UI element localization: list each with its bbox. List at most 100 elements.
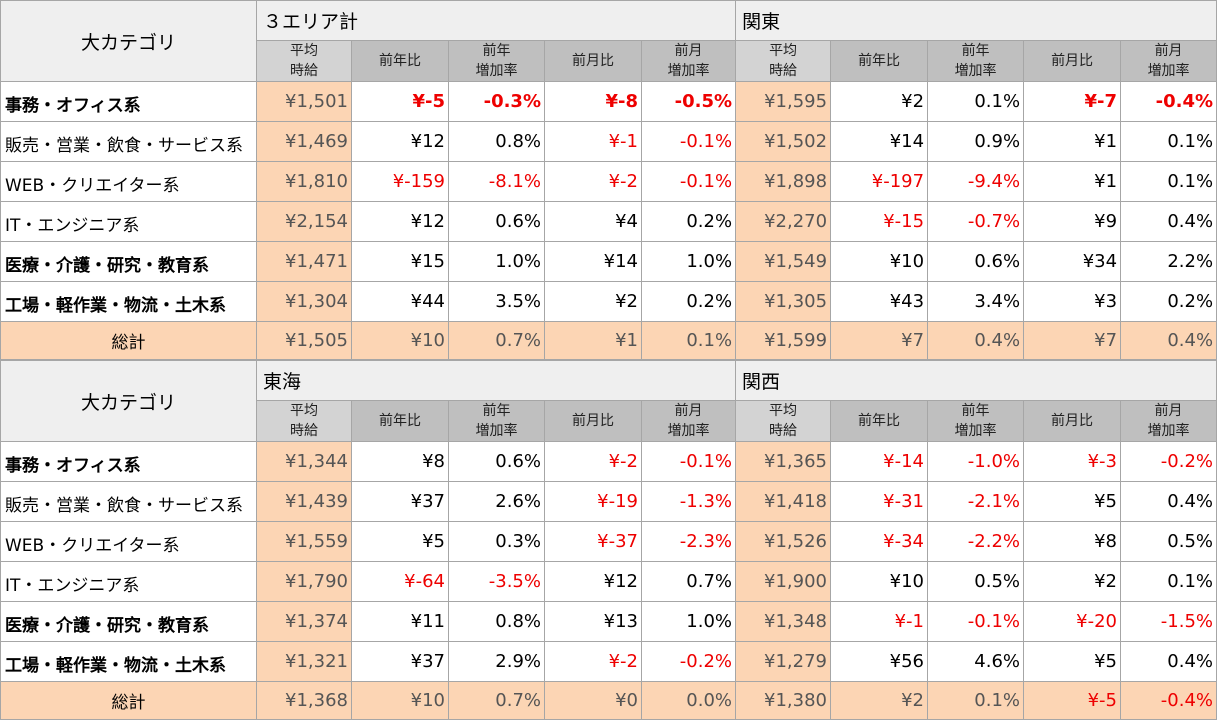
avg-wage-cell: ¥1,502	[735, 121, 832, 162]
value-cell: 0.8%	[448, 121, 545, 162]
avg-wage-cell: ¥1,526	[735, 521, 832, 562]
value-cell: 0.1%	[1120, 561, 1218, 602]
value-cell: ¥1	[1023, 121, 1122, 162]
total-value-cell: 0.1%	[927, 681, 1025, 720]
yoy-rate-header: 前年 増加率	[448, 40, 545, 82]
category-cell: 事務・オフィス系	[0, 441, 257, 482]
avg-wage-cell: ¥1,439	[256, 481, 352, 522]
yoy-rate-header-line: 前年	[961, 43, 990, 59]
value-cell: ¥-19	[544, 481, 642, 522]
value-cell: -2.1%	[927, 481, 1025, 522]
value-cell: 0.6%	[448, 201, 545, 242]
value-cell: 0.2%	[1120, 281, 1218, 322]
table-row: 販売・営業・飲食・サービス系 ¥1,469 ¥12 0.8% ¥-1 -0.1% ¥1,50…	[0, 121, 1218, 162]
value-cell: 4.6%	[927, 641, 1025, 682]
value-cell: ¥43	[830, 281, 929, 322]
value-cell: ¥13	[544, 601, 642, 642]
region-header: 東海	[255, 360, 737, 401]
mom-rate-header: 前月 増加率	[1120, 40, 1218, 82]
category-cell: 工場・軽作業・物流・土木系	[0, 281, 257, 322]
value-cell: ¥3	[1023, 281, 1122, 322]
value-cell: 0.4%	[1120, 481, 1218, 522]
value-cell: 0.9%	[927, 121, 1025, 162]
avg-wage-cell: ¥2,270	[735, 201, 832, 242]
total-value-cell: ¥1,599	[735, 321, 832, 360]
value-cell: 1.0%	[448, 241, 545, 282]
value-cell: 1.0%	[640, 241, 737, 282]
table-row: IT・エンジニア系 ¥1,790 ¥-64 -3.5% ¥12 0.7% ¥1,900 ¥10…	[0, 561, 1218, 602]
category-cell: 事務・オフィス系	[0, 81, 257, 122]
total-value-cell: 0.4%	[927, 321, 1025, 360]
mom-header: 前月比	[1023, 40, 1122, 82]
value-cell: 0.5%	[927, 561, 1025, 602]
value-cell: -8.1%	[448, 161, 545, 202]
avg-wage-header-line: 時給	[769, 63, 798, 79]
avg-wage-cell: ¥1,810	[256, 161, 352, 202]
value-cell: 0.7%	[640, 561, 737, 602]
yoy-rate-header-line: 増加率	[475, 423, 518, 439]
value-cell: ¥37	[351, 481, 449, 522]
table-row: WEB・クリエイター系 ¥1,559 ¥5 0.3% ¥-37 -2.3% ¥1,526 ¥-…	[0, 521, 1218, 562]
value-cell: ¥1	[1023, 161, 1122, 202]
value-cell: ¥-20	[1023, 601, 1122, 642]
value-cell: ¥-5	[351, 81, 449, 122]
value-cell: -0.1%	[640, 121, 737, 162]
yoy-header: 前年比	[351, 40, 449, 82]
value-cell: ¥-37	[544, 521, 642, 562]
value-cell: 0.4%	[1120, 201, 1218, 242]
yoy-rate-header-line: 前年	[482, 43, 511, 59]
value-cell: ¥11	[351, 601, 449, 642]
total-value-cell: ¥2	[830, 681, 929, 720]
table-row: 工場・軽作業・物流・土木系 ¥1,321 ¥37 2.9% ¥-2 -0.2% ¥1,279…	[0, 641, 1218, 682]
region-table: 大カテゴリ ３エリア計 関東 平均 時給 前年比 前年 増加率 前月比 前月 増加率 平均 時給 前年比前…	[0, 0, 1218, 360]
value-cell: ¥44	[351, 281, 449, 322]
avg-wage-header: 平均 時給	[256, 400, 352, 442]
avg-wage-cell: ¥1,305	[735, 281, 832, 322]
value-cell: ¥-15	[830, 201, 929, 242]
avg-wage-cell: ¥1,348	[735, 601, 832, 642]
value-cell: -1.5%	[1120, 601, 1218, 642]
value-cell: -9.4%	[927, 161, 1025, 202]
value-cell: 0.1%	[1120, 121, 1218, 162]
value-cell: ¥-31	[830, 481, 929, 522]
value-cell: ¥-197	[830, 161, 929, 202]
avg-wage-header: 平均 時給	[735, 400, 832, 442]
value-cell: ¥-2	[544, 441, 642, 482]
value-cell: ¥8	[351, 441, 449, 482]
region-header: 関西	[735, 360, 1218, 401]
avg-wage-cell: ¥1,304	[256, 281, 352, 322]
value-cell: ¥-64	[351, 561, 449, 602]
value-cell: 3.5%	[448, 281, 545, 322]
value-cell: ¥-8	[544, 81, 642, 122]
table-row: 医療・介護・研究・教育系 ¥1,471 ¥15 1.0% ¥14 1.0% ¥1,549 ¥1…	[0, 241, 1218, 282]
value-cell: ¥2	[544, 281, 642, 322]
value-cell: ¥-7	[1023, 81, 1122, 122]
table-row: 工場・軽作業・物流・土木系 ¥1,304 ¥44 3.5% ¥2 0.2% ¥1,305 ¥4…	[0, 281, 1218, 322]
category-cell: IT・エンジニア系	[0, 201, 257, 242]
value-cell: 0.6%	[927, 241, 1025, 282]
value-cell: ¥5	[351, 521, 449, 562]
avg-wage-header-line: 時給	[290, 423, 318, 439]
value-cell: ¥14	[830, 121, 929, 162]
avg-wage-cell: ¥1,344	[256, 441, 352, 482]
mom-rate-header-line: 増加率	[1147, 63, 1190, 79]
value-cell: ¥15	[351, 241, 449, 282]
avg-wage-cell: ¥1,501	[256, 81, 352, 122]
category-cell: 医療・介護・研究・教育系	[0, 601, 257, 642]
table-row: 販売・営業・飲食・サービス系 ¥1,439 ¥37 2.6% ¥-19 -1.3% ¥1,4…	[0, 481, 1218, 522]
value-cell: ¥5	[1023, 481, 1122, 522]
value-cell: -3.5%	[448, 561, 545, 602]
avg-wage-cell: ¥1,469	[256, 121, 352, 162]
value-cell: ¥10	[830, 241, 929, 282]
value-cell: ¥9	[1023, 201, 1122, 242]
value-cell: 0.2%	[640, 281, 737, 322]
total-row: 総計 ¥1,505 ¥10 0.7% ¥1 0.1% ¥1,599 ¥7 0.4% ¥7 0.4%	[0, 321, 1218, 360]
value-cell: ¥-159	[351, 161, 449, 202]
avg-wage-cell: ¥1,900	[735, 561, 832, 602]
value-cell: ¥2	[830, 81, 929, 122]
avg-wage-cell: ¥1,549	[735, 241, 832, 282]
region-header: ３エリア計	[255, 0, 737, 41]
value-cell: ¥12	[351, 121, 449, 162]
value-cell: ¥2	[1023, 561, 1122, 602]
total-value-cell: ¥10	[351, 321, 449, 360]
